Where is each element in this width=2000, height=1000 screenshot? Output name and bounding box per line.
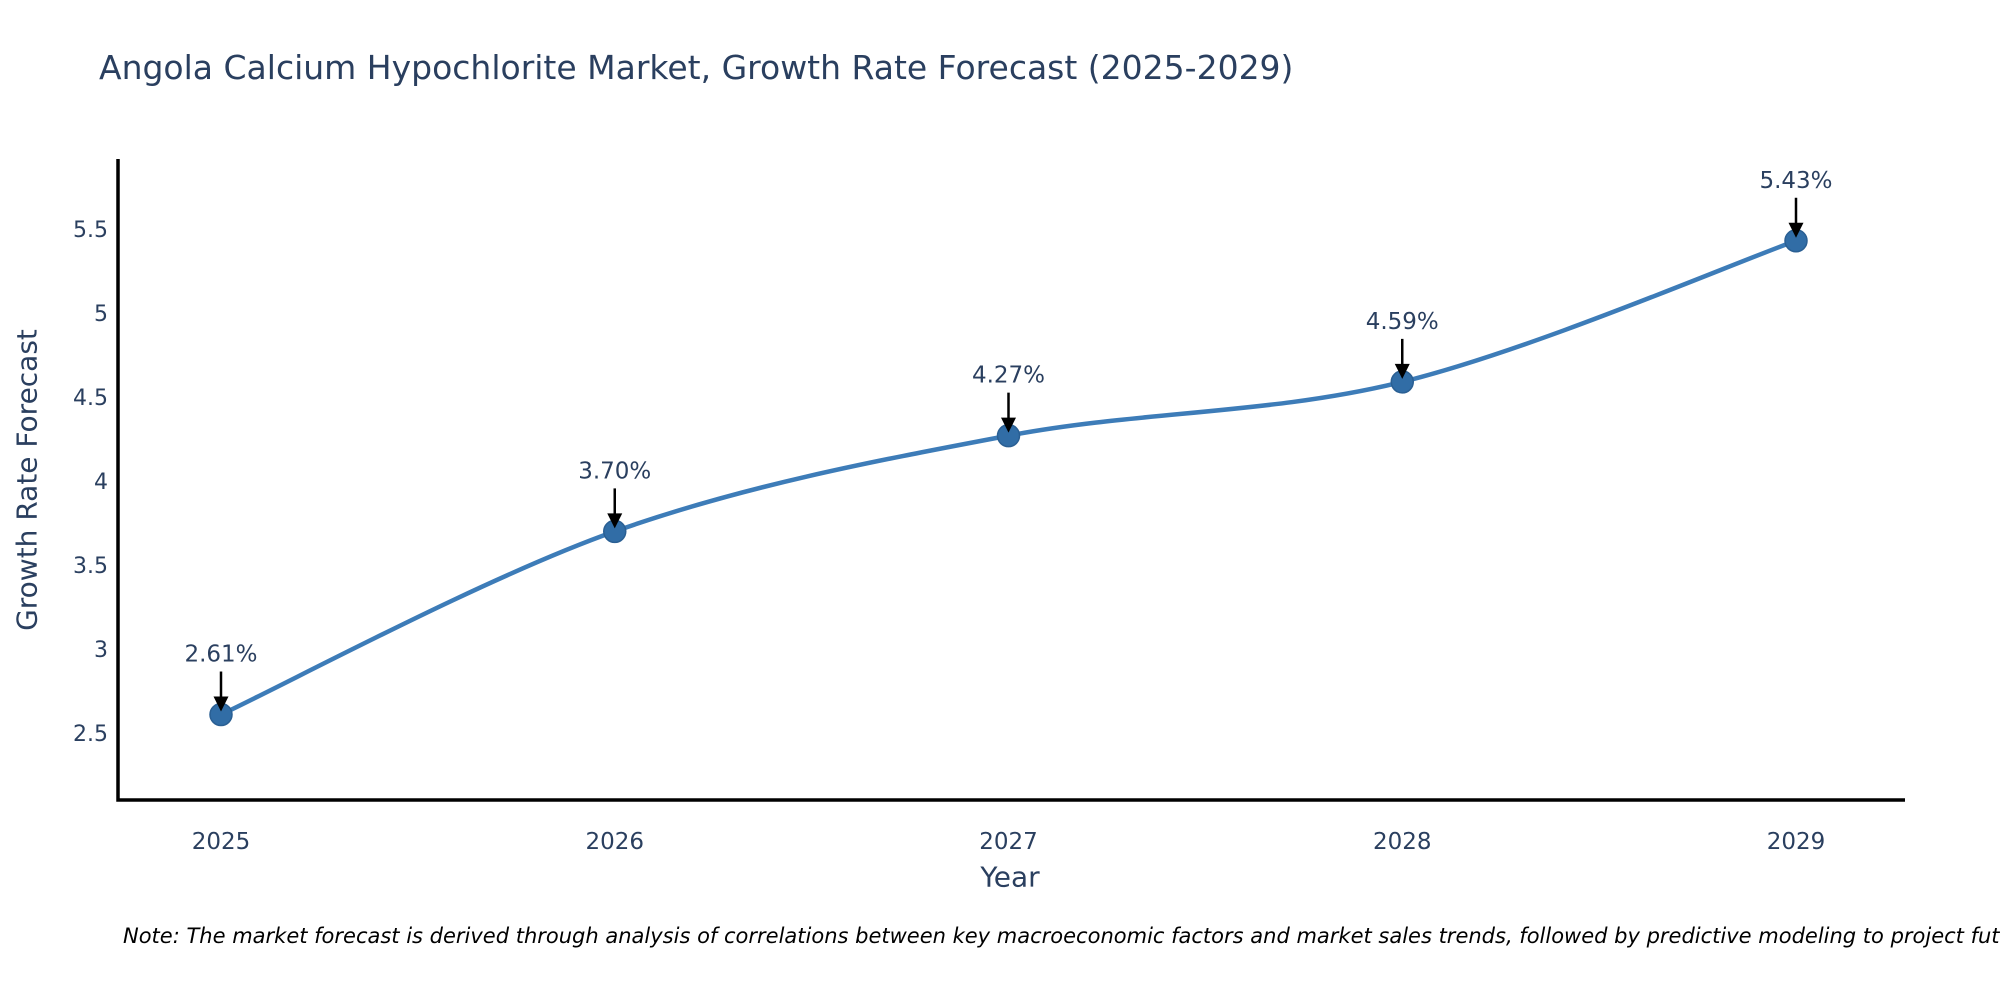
y-tick-label: 3.5 <box>73 554 108 579</box>
annotation-arrowhead-icon <box>1788 222 1804 238</box>
annotation-arrowhead-icon <box>213 696 229 712</box>
y-tick-label: 4 <box>94 470 108 495</box>
x-tick-label: 2025 <box>192 829 251 855</box>
annotation-arrowhead-icon <box>1394 363 1410 379</box>
point-annotation: 3.70% <box>578 458 651 484</box>
axis-lines <box>116 159 1905 802</box>
footnote: Note: The market forecast is derived thr… <box>123 924 2000 948</box>
chart-title: Angola Calcium Hypochlorite Market, Grow… <box>99 48 1294 87</box>
x-axis-title: Year <box>980 860 1040 894</box>
point-annotation: 4.27% <box>972 363 1045 389</box>
point-annotation: 4.59% <box>1366 309 1439 335</box>
x-tick-label: 2026 <box>585 829 644 855</box>
x-tick-label: 2029 <box>1767 829 1826 855</box>
x-tick-label: 2027 <box>979 829 1038 855</box>
y-tick-label: 5 <box>94 302 108 327</box>
y-tick-label: 5.5 <box>73 218 108 243</box>
point-annotation: 2.61% <box>184 642 257 668</box>
y-tick-label: 2.5 <box>73 722 108 747</box>
series-line <box>218 238 1799 717</box>
y-tick-label: 3 <box>94 638 108 663</box>
point-annotation: 5.43% <box>1759 168 1832 194</box>
x-tick-label: 2028 <box>1373 829 1432 855</box>
annotation-arrowhead-icon <box>1001 417 1016 433</box>
annotation-arrowhead-icon <box>607 513 623 529</box>
y-tick-label: 4.5 <box>73 386 108 411</box>
